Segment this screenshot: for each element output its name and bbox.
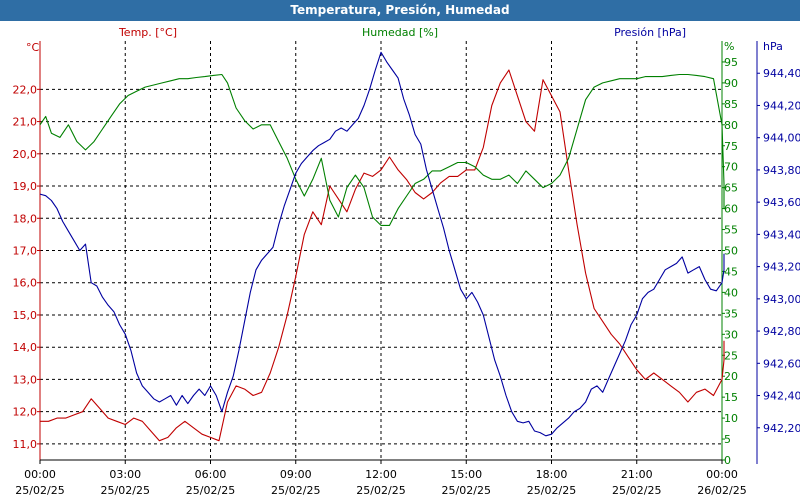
pressure-tick-label: 943,40: [763, 228, 800, 241]
humidity-series-label: Humedad [%]: [362, 26, 438, 39]
x-tick-date: 26/02/25: [697, 484, 746, 497]
x-tick-time: 12:00: [365, 468, 397, 481]
temp-axis-unit: °C: [26, 41, 40, 54]
pressure-tick-label: 943,80: [763, 164, 800, 177]
pressure-tick-label: 942,60: [763, 357, 800, 370]
x-tick-date: 25/02/25: [612, 484, 661, 497]
humidity-series-line: [39, 73, 725, 226]
temp-tick-label: 18,0: [13, 212, 38, 225]
humidity-tick-label: 15: [724, 391, 738, 404]
humidity-tick-label: 90: [724, 77, 738, 90]
x-tick-date: 25/02/25: [527, 484, 576, 497]
temp-tick-label: 19,0: [13, 180, 38, 193]
x-tick-time: 15:00: [450, 468, 482, 481]
humidity-tick-label: 75: [724, 140, 738, 153]
humidity-tick-label: 0: [724, 454, 731, 467]
humidity-tick-label: 55: [724, 224, 738, 237]
humidity-tick-label: 60: [724, 203, 738, 216]
pressure-tick-label: 943,00: [763, 293, 800, 306]
x-tick-time: 00:00: [24, 468, 56, 481]
x-tick-date: 25/02/25: [186, 484, 235, 497]
chart-title-bar: Temperatura, Presión, Humedad: [0, 0, 800, 21]
x-tick-time: 06:00: [195, 468, 227, 481]
chart-title: Temperatura, Presión, Humedad: [290, 3, 510, 17]
temp-tick-label: 11,0: [13, 438, 38, 451]
humidity-tick-label: 35: [724, 307, 738, 320]
temp-tick-label: 15,0: [13, 309, 38, 322]
temp-tick-label: 16,0: [13, 277, 38, 290]
temp-tick-label: 13,0: [13, 373, 38, 386]
pressure-tick-label: 944,20: [763, 99, 800, 112]
temp-tick-label: 21,0: [13, 116, 38, 129]
humidity-tick-label: 85: [724, 98, 738, 111]
humidity-tick-label: 30: [724, 328, 738, 341]
x-tick-date: 25/02/25: [271, 484, 320, 497]
humidity-tick-label: 40: [724, 286, 738, 299]
pressure-tick-label: 944,00: [763, 132, 800, 145]
humidity-axis-unit: %: [724, 40, 734, 53]
humidity-tick-label: 5: [724, 433, 731, 446]
x-tick-time: 00:00: [706, 468, 738, 481]
x-tick-time: 18:00: [536, 468, 568, 481]
temp-tick-label: 12,0: [13, 406, 38, 419]
temp-tick-label: 22,0: [13, 83, 38, 96]
temp-tick-label: 14,0: [13, 341, 38, 354]
chart-canvas: 11,0 12,0 13,0 14,0 15,0 16,0 17,0 18,0 19,0 20,0…: [13, 26, 800, 497]
humidity-tick-label: 25: [724, 349, 738, 362]
humidity-tick-label: 45: [724, 265, 738, 278]
humidity-tick-label: 95: [724, 56, 738, 69]
x-tick-time: 21:00: [621, 468, 653, 481]
x-tick-date: 25/02/25: [442, 484, 491, 497]
pressure-tick-label: 944,40: [763, 67, 800, 80]
humidity-tick-label: 80: [724, 119, 738, 132]
temp-series-label: Temp. [°C]: [118, 26, 177, 39]
temp-tick-label: 17,0: [13, 245, 38, 258]
pressure-tick-label: 942,80: [763, 325, 800, 338]
pressure-series-line: [39, 51, 725, 437]
temp-tick-label: 20,0: [13, 148, 38, 161]
pressure-axis-unit: hPa: [763, 40, 783, 53]
humidity-tick-label: 50: [724, 245, 738, 258]
humidity-tick-label: 65: [724, 182, 738, 195]
pressure-tick-label: 943,20: [763, 261, 800, 274]
x-tick-time: 03:00: [109, 468, 141, 481]
x-tick-date: 25/02/25: [15, 484, 64, 497]
x-tick-date: 25/02/25: [101, 484, 150, 497]
pressure-tick-label: 942,20: [763, 422, 800, 435]
pressure-tick-label: 943,60: [763, 196, 800, 209]
humidity-tick-label: 20: [724, 370, 738, 383]
humidity-tick-label: 70: [724, 161, 738, 174]
pressure-tick-label: 942,40: [763, 390, 800, 403]
pressure-series-label: Presión [hPa]: [614, 26, 686, 39]
humidity-tick-label: 10: [724, 412, 738, 425]
x-tick-time: 09:00: [280, 468, 312, 481]
x-tick-date: 25/02/25: [356, 484, 405, 497]
